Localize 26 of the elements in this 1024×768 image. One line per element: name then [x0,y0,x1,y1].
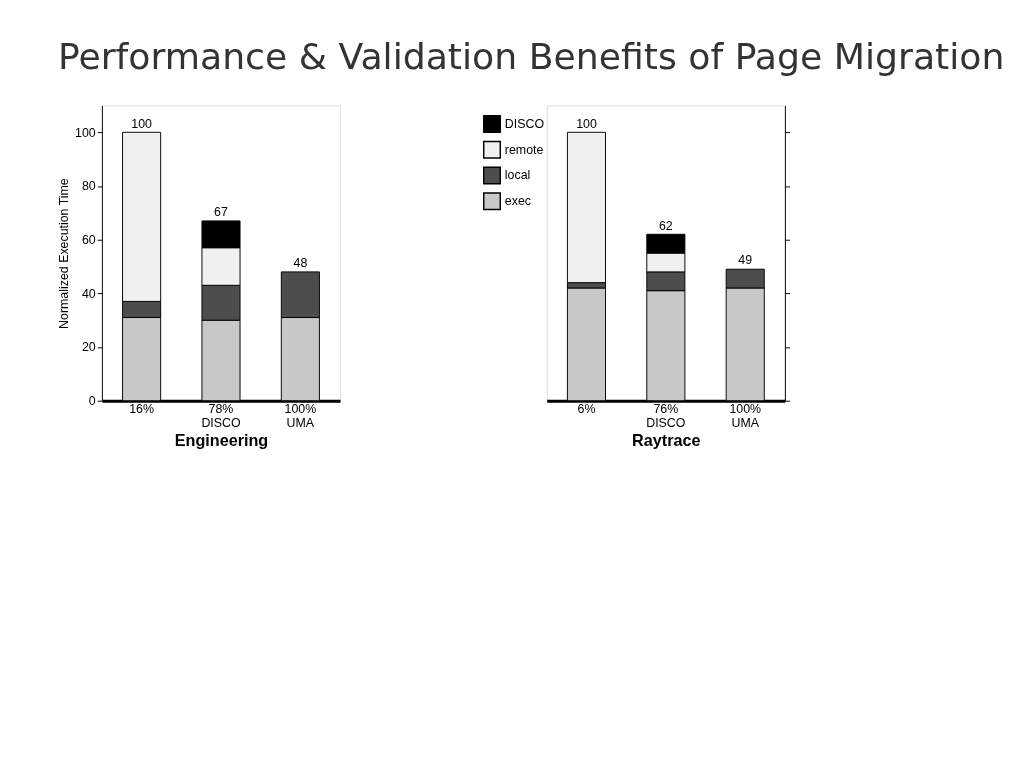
y-tick-label: 0 [88,394,96,409]
legend-label: DISCO [504,116,545,131]
legend-label: remote [504,142,544,157]
y-tick-label: 60 [81,232,96,247]
total-label: 100 [131,116,153,131]
x-tick-label: 100% UMA [284,401,317,430]
y-tick-label: 20 [81,340,96,355]
x-tick-label: 100% UMA [729,401,762,430]
total-label: 100 [576,116,597,131]
x-tick-label: 76% DISCO [646,401,686,430]
y-tick-label: 100 [75,125,96,140]
y-axis-title: Normalized Execution Time [57,178,72,329]
total-label: 67 [214,205,228,220]
y-tick-label: 80 [81,179,96,194]
x-tick-label: 78% DISCO [201,401,241,430]
legend-label: exec [504,193,531,208]
x-axis-title: Raytrace [632,430,701,449]
legend-label: local [504,168,531,183]
x-tick-label: 16% [129,401,154,416]
total-label: 49 [738,253,753,268]
total-label: 48 [293,256,308,271]
total-label: 62 [658,218,673,233]
x-axis-title: Engineering [174,430,269,449]
x-tick-label: 6% [577,401,596,416]
y-tick-label: 40 [81,286,96,301]
text: Performance & Validation Benefits of Page Migration [57,34,1005,78]
